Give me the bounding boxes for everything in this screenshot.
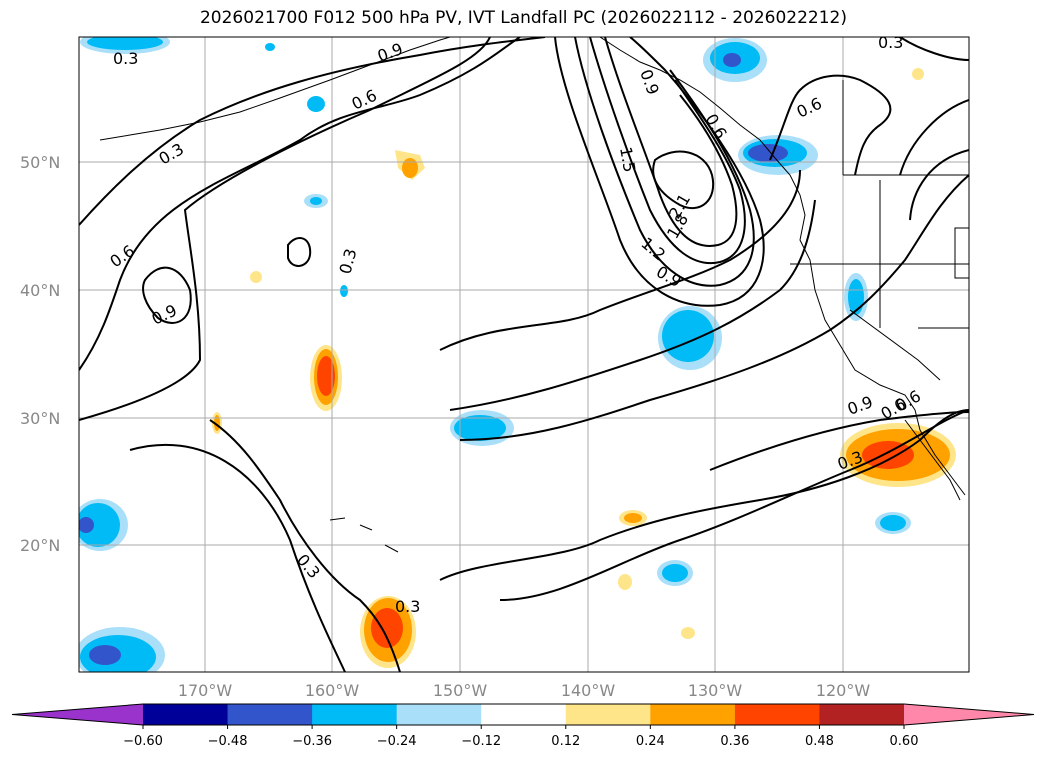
contour-label: 0.9 — [636, 67, 663, 97]
colorbar-tick-label: −0.36 — [292, 734, 332, 749]
contour-label: 0.6 — [349, 86, 380, 114]
lat-label: 50°N — [20, 153, 60, 172]
coastlines — [99, 37, 969, 553]
colorbar-tick-label: −0.48 — [208, 734, 248, 749]
contour-label: 0.9 — [653, 262, 685, 291]
colorbar-tick-label: −0.60 — [123, 734, 163, 749]
lon-label: 160°W — [305, 681, 360, 700]
colorbar-extend-high — [904, 704, 1034, 725]
longitude-labels: 170°W 160°W 150°W 140°W 130°W 120°W — [178, 681, 871, 700]
contour-label: 0.9 — [149, 301, 180, 329]
colorbar-segment — [734, 704, 820, 725]
chart-title: 2026021700 F012 500 hPa PV, IVT Landfall… — [199, 8, 847, 28]
colorbar-segment — [143, 704, 229, 725]
contour-label: 0.3 — [395, 597, 420, 616]
colorbar-tick-label: 0.60 — [890, 734, 919, 749]
lat-label: 30°N — [20, 409, 60, 428]
lon-label: 170°W — [178, 681, 233, 700]
gridlines — [79, 37, 969, 672]
contour-lines — [79, 37, 969, 672]
contour-label: 0.3 — [113, 49, 138, 68]
colorbar-segment — [312, 704, 398, 725]
contour-label: 0.6 — [794, 94, 825, 122]
colorbar-tick-label: 0.36 — [720, 734, 749, 749]
contour-label: 0.3 — [336, 247, 361, 277]
contour-label: 1.2 — [637, 234, 669, 265]
colorbar: −0.60 −0.48 −0.36 −0.24 −0.12 0.12 0.24 0.36 0.4… — [11, 703, 1035, 749]
colorbar-segment — [650, 704, 736, 725]
lat-label: 40°N — [20, 281, 60, 300]
colorbar-tick-label: 0.48 — [805, 734, 834, 749]
colorbar-extend-low — [12, 704, 143, 725]
lat-label: 20°N — [20, 536, 60, 555]
contour-label: 1.5 — [616, 145, 639, 173]
lon-label: 120°W — [816, 681, 871, 700]
lon-label: 150°W — [433, 681, 488, 700]
map-frame — [78, 36, 970, 673]
contour-label: 0.3 — [878, 33, 903, 52]
colorbar-tick-label: 0.24 — [636, 734, 665, 749]
colorbar-segment — [396, 704, 482, 725]
colorbar-tick-label: −0.24 — [377, 734, 417, 749]
lon-label: 130°W — [688, 681, 743, 700]
colorbar-segment — [481, 704, 567, 725]
contour-label: 0.3 — [156, 139, 188, 168]
contour-label: 0.6 — [106, 241, 138, 271]
contour-labels: 0.3 0.3 0.3 0.3 0.3 0.3 0.3 0.6 0.6 0.6 … — [106, 33, 924, 616]
lon-label: 140°W — [561, 681, 616, 700]
colorbar-segment — [227, 704, 313, 725]
shaded-anomalies — [79, 37, 956, 672]
latitude-labels: 50°N 40°N 30°N 20°N — [20, 153, 60, 555]
colorbar-segment — [565, 704, 651, 725]
contour-label: 0.6 — [702, 111, 731, 143]
contour-label: 0.9 — [845, 392, 875, 419]
colorbar-tick-label: 0.12 — [551, 734, 580, 749]
colorbar-tick-label: −0.12 — [461, 734, 501, 749]
contour-label: 0.9 — [375, 39, 405, 66]
contour-label: 0.3 — [293, 550, 324, 582]
colorbar-segment — [819, 704, 905, 725]
